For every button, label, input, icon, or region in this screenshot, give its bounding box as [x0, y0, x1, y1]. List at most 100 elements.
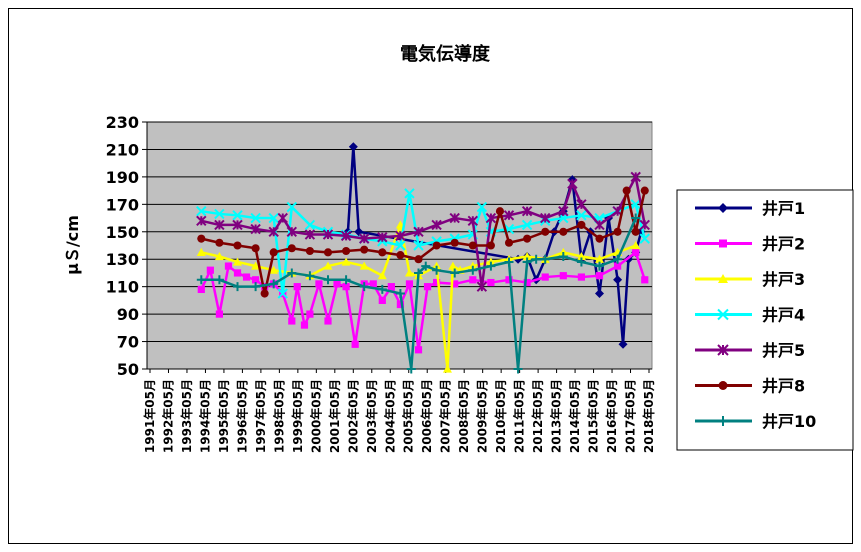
data-point	[614, 262, 622, 270]
data-point	[423, 283, 432, 291]
data-point	[277, 212, 288, 224]
data-point	[232, 210, 243, 221]
x-tick-label: 2008年05月	[456, 379, 471, 453]
data-point	[595, 234, 604, 243]
legend-label: 井戸1	[762, 199, 805, 218]
data-point	[717, 308, 729, 321]
legend-entry: 井戸10	[695, 412, 816, 431]
data-point	[486, 241, 495, 250]
data-point	[468, 241, 477, 250]
data-point	[594, 219, 605, 231]
y-axis: 50 70 90 110 130 150 170 190 210 230	[106, 113, 148, 379]
y-tick-label: 130	[106, 250, 139, 269]
data-point	[559, 227, 568, 236]
data-point	[487, 278, 495, 287]
data-point	[233, 282, 243, 292]
data-point	[541, 273, 549, 281]
data-point	[348, 142, 358, 152]
legend-entries: 井戸1 井戸2 井戸3 井戸4 井戸5 井戸8 井戸10	[695, 199, 816, 431]
data-point	[540, 212, 551, 224]
legend-entry: 井戸8	[695, 377, 805, 396]
data-point	[558, 251, 568, 261]
data-point	[504, 257, 514, 267]
data-point	[503, 210, 515, 221]
data-point	[414, 255, 423, 264]
data-point	[323, 261, 333, 270]
x-tick-label: 2005年05月	[401, 379, 416, 453]
data-point	[268, 212, 279, 224]
data-point	[304, 219, 316, 231]
data-point	[197, 285, 205, 294]
data-point	[300, 321, 309, 329]
data-point	[450, 268, 460, 278]
x-tick-label: 2011年05月	[512, 379, 527, 453]
data-point	[485, 212, 497, 224]
y-tick-label: 150	[106, 223, 139, 242]
data-point	[449, 212, 460, 224]
data-point	[631, 227, 640, 236]
data-point	[404, 188, 415, 199]
data-point	[413, 240, 424, 251]
data-point	[640, 186, 649, 195]
data-point	[718, 203, 728, 213]
data-point	[250, 212, 261, 224]
legend-entry: 井戸5	[695, 341, 805, 360]
data-point	[304, 229, 316, 240]
data-point	[613, 275, 623, 285]
data-point	[576, 210, 587, 221]
data-point	[577, 220, 586, 229]
data-point	[504, 238, 514, 247]
x-tick-label: 2002年05月	[345, 379, 360, 453]
data-point	[197, 234, 206, 243]
data-point	[377, 271, 387, 280]
x-tick-label: 1997年05月	[253, 379, 268, 453]
legend-label: 井戸8	[762, 377, 805, 396]
data-point	[631, 213, 641, 223]
data-point	[395, 289, 405, 299]
data-point	[306, 310, 314, 318]
data-point	[630, 199, 641, 210]
data-point	[467, 215, 479, 227]
data-point	[576, 251, 586, 261]
data-point	[214, 219, 225, 231]
y-tick-label: 90	[117, 305, 139, 324]
data-point	[433, 278, 441, 287]
legend-label: 井戸4	[762, 306, 805, 325]
data-point	[377, 232, 388, 243]
data-point	[233, 269, 242, 277]
data-point	[639, 219, 650, 231]
data-point	[341, 257, 351, 266]
data-point	[360, 245, 369, 254]
data-point	[469, 276, 477, 284]
data-point	[531, 254, 541, 264]
data-point	[577, 273, 586, 281]
x-tick-label: 2004年05月	[382, 379, 397, 453]
data-point	[387, 283, 395, 291]
data-point	[378, 248, 387, 257]
data-point	[559, 272, 567, 280]
legend-label: 井戸3	[762, 270, 805, 289]
data-point	[342, 246, 351, 256]
data-point	[214, 251, 224, 261]
data-point	[523, 234, 532, 243]
data-point	[323, 248, 333, 257]
series-井戸2	[197, 248, 649, 354]
x-tick-label: 1992年05月	[160, 379, 175, 453]
data-point	[250, 223, 261, 235]
x-tick-label: 2018年05月	[641, 379, 656, 453]
data-point	[540, 254, 550, 264]
data-point	[432, 261, 442, 270]
x-tick-label: 2012年05月	[530, 379, 545, 453]
y-axis-label: μＳ/cm	[63, 215, 82, 275]
data-point	[432, 265, 442, 275]
data-point	[486, 261, 496, 271]
data-point	[414, 268, 424, 278]
data-point	[224, 262, 233, 270]
gridlines	[147, 121, 652, 343]
x-tick-label: 2010年05月	[493, 379, 508, 453]
data-point	[196, 247, 206, 256]
data-point	[333, 280, 341, 288]
legend-entry: 井戸1	[695, 199, 805, 218]
y-tick-label: 50	[117, 360, 139, 379]
